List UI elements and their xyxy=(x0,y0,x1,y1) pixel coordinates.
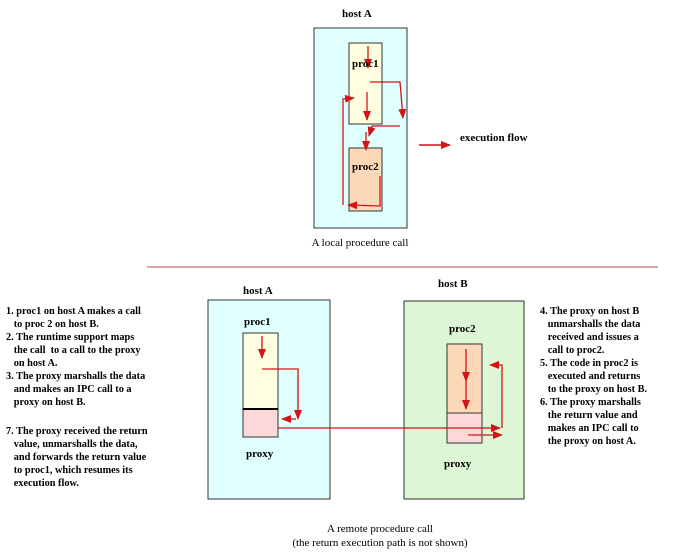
remote-proxy-a-box xyxy=(242,408,279,438)
remote-caption-line2: (the return execution path is not shown) xyxy=(292,537,468,549)
local-proc2-label: proc2 xyxy=(352,161,379,173)
local-execution-flow-arrows xyxy=(342,46,407,210)
note-line: 1. proc1 on host A makes a call xyxy=(6,306,141,317)
remote-proxy-b-label: proxy xyxy=(444,458,472,470)
remote-proxy-a-label: proxy xyxy=(246,448,274,460)
remote-host-b-box xyxy=(403,300,525,500)
note-line: to proc 2 on host B. xyxy=(6,319,99,330)
note-line: 2. The runtime support maps xyxy=(6,332,135,343)
note-line: proxy on host B. xyxy=(6,397,86,408)
remote-proc1-label: proc1 xyxy=(244,316,271,328)
legend-label: execution flow xyxy=(460,132,528,144)
note-line: on host A. xyxy=(6,358,58,369)
remote-caption-line1: A remote procedure call xyxy=(327,523,433,535)
notes-right: 4. The proxy on host B unmarshalls the d… xyxy=(540,305,647,448)
note-line: the proxy on host A. xyxy=(540,436,636,447)
note-line: to the proxy on host B. xyxy=(540,384,648,395)
notes-left: 1. proc1 on host A makes a call to proc … xyxy=(6,305,148,490)
remote-host-b-label: host B xyxy=(438,278,468,290)
note-line: executed and returns xyxy=(540,371,641,382)
remote-proc2-box xyxy=(446,343,483,414)
note-line: and forwards the return value xyxy=(6,452,147,463)
note-line: and makes an IPC call to a xyxy=(6,384,132,395)
note-line: call to proc2. xyxy=(540,345,605,356)
remote-proc2-label: proc2 xyxy=(449,323,476,335)
note-line: to proc1, which resumes its xyxy=(6,465,133,476)
note-line: 6. The proxy marshalls xyxy=(540,397,641,408)
note-line: the call to a call to the proxy xyxy=(6,345,141,356)
local-host-a-label: host A xyxy=(342,8,372,20)
note-line: execution flow. xyxy=(6,478,79,489)
local-caption: A local procedure call xyxy=(311,237,409,249)
remote-host-a-label: host A xyxy=(243,285,273,297)
note-line: 7. The proxy received the return xyxy=(6,426,148,437)
remote-proc1-box xyxy=(242,332,279,410)
note-line: the return value and xyxy=(540,410,638,421)
note-line: makes an IPC call to xyxy=(540,423,639,434)
note-line: received and issues a xyxy=(540,332,639,343)
note-line: 4. The proxy on host B xyxy=(540,306,640,317)
local-proc1-box xyxy=(348,42,383,125)
local-proc2-box xyxy=(348,147,383,212)
note-line: 5. The code in proc2 is xyxy=(540,358,639,369)
note-line: value, unmarshalls the data, xyxy=(6,439,138,450)
note-line: unmarshalls the data xyxy=(540,319,641,330)
local-proc1-label: proc1 xyxy=(352,58,379,70)
remote-execution-flow-arrows xyxy=(258,336,503,439)
note-line: 3. The proxy marshalls the data xyxy=(6,371,146,382)
